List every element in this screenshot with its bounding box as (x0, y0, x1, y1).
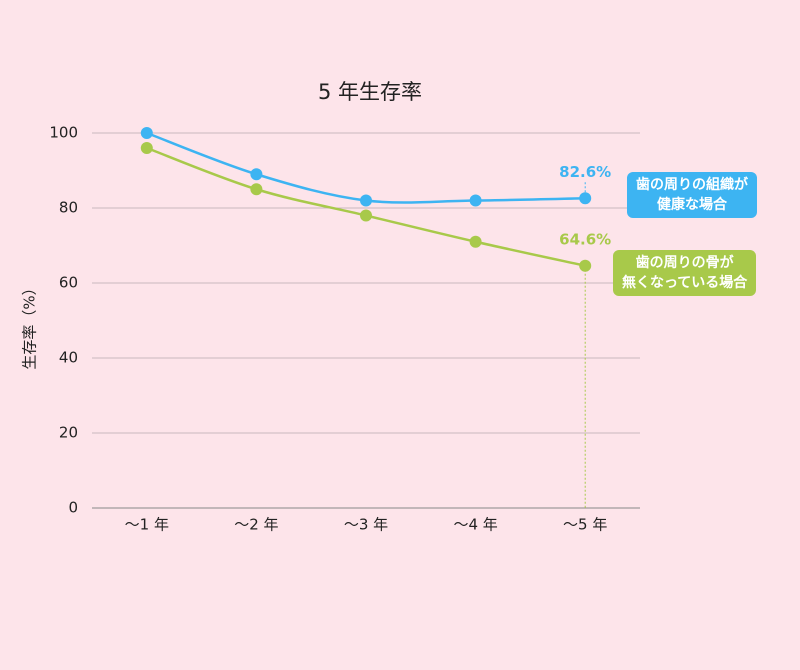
legend-entry: 歯の周りの骨が 無くなっている場合 (613, 250, 757, 296)
data-point (579, 192, 592, 205)
x-tick-label: ～3 年 (344, 516, 388, 534)
x-tick-label: ～5 年 (563, 516, 607, 534)
data-point (250, 183, 263, 196)
data-point (469, 194, 482, 207)
y-tick-label: 60 (59, 274, 78, 292)
legend-entry: 歯の周りの組織が 健康な場合 (627, 172, 757, 218)
y-tick-label: 100 (49, 124, 78, 142)
data-point (140, 142, 153, 154)
x-tick-label: ～2 年 (234, 516, 278, 534)
x-tick-label: ～4 年 (453, 516, 497, 534)
data-label: 82.6% (559, 163, 611, 181)
y-tick-label: 80 (59, 199, 78, 217)
y-tick-label: 20 (59, 424, 78, 442)
series-line (146, 131, 586, 204)
data-label: 64.6% (559, 230, 611, 248)
data-point (140, 127, 153, 139)
x-tick-label: ～1 年 (125, 516, 169, 534)
data-point (360, 194, 372, 207)
series-line (146, 146, 586, 267)
chart-title: 5 年生存率 (318, 80, 422, 104)
data-point (360, 209, 372, 222)
data-point (469, 235, 482, 248)
data-point (579, 259, 592, 272)
y-tick-label: 0 (68, 499, 78, 517)
y-tick-label: 40 (59, 349, 78, 367)
y-axis-label: 生存率（%） (21, 280, 39, 369)
data-point (250, 168, 263, 181)
